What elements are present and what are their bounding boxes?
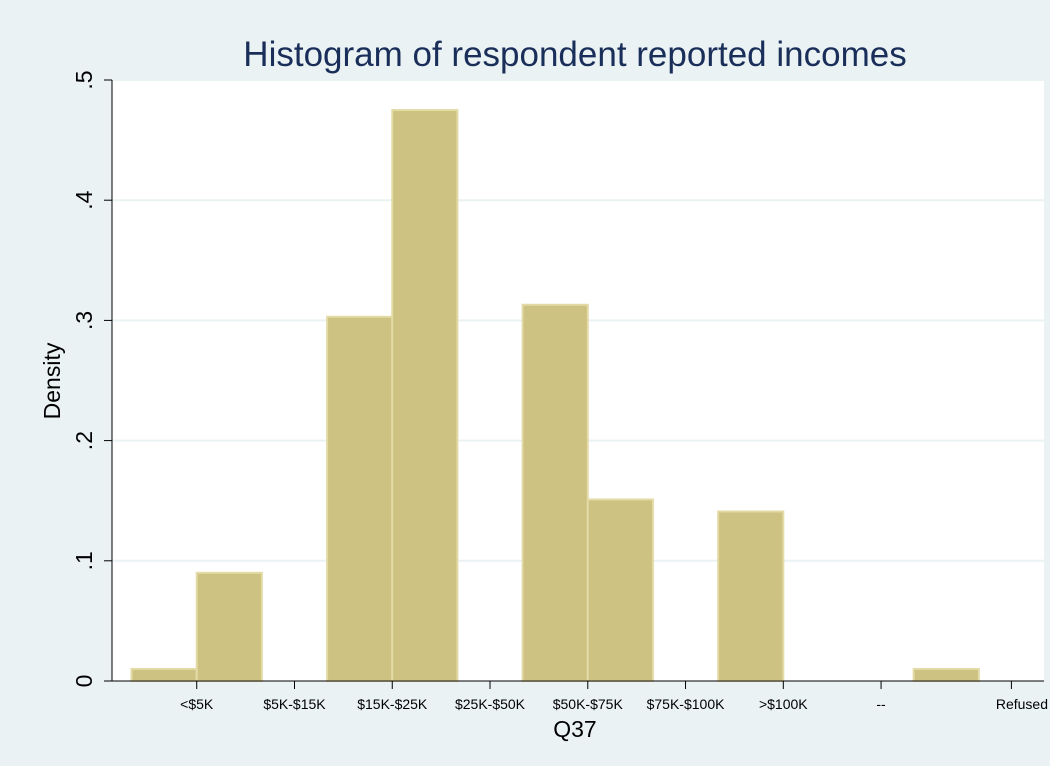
histogram-bar <box>326 315 394 682</box>
x-tick-label: $15K-$25K <box>357 696 428 712</box>
x-ticks: <$5K $5K-$15K $15K-$25K $25K-$50K $50K-$75K $… <box>180 681 1048 712</box>
x-tick-label: $5K-$15K <box>263 696 326 712</box>
y-tick-label: .1 <box>71 551 97 570</box>
histogram-bar <box>586 498 654 682</box>
x-tick-label: >$100K <box>759 696 808 712</box>
bars <box>130 109 980 683</box>
x-tick-label: $50K-$75K <box>553 696 624 712</box>
histogram-bar <box>130 667 198 682</box>
histogram-bar <box>195 571 263 683</box>
y-tick-label: .3 <box>71 311 97 330</box>
histogram-bar <box>717 510 785 682</box>
x-tick-label: $75K-$100K <box>647 696 726 712</box>
histogram-bar <box>912 667 980 682</box>
x-axis-label: Q37 <box>553 716 596 742</box>
y-tick-label: .4 <box>71 190 97 209</box>
x-tick-label: $25K-$50K <box>455 696 526 712</box>
chart-title: Histogram of respondent reported incomes <box>243 35 906 74</box>
x-tick-label: Refused <box>996 696 1048 712</box>
axes <box>111 80 1044 682</box>
y-tick-label: .5 <box>71 70 97 89</box>
y-tick-label: .2 <box>71 431 97 450</box>
x-tick-label: <$5K <box>180 696 214 712</box>
x-tick-label: -- <box>876 696 886 712</box>
histogram-bar <box>391 109 459 683</box>
y-tick-label: 0 <box>71 675 97 688</box>
y-ticks: 0 .1 .2 .3 .4 .5 <box>71 70 112 687</box>
histogram-bar <box>521 303 589 682</box>
y-axis-label: Density <box>39 342 65 419</box>
